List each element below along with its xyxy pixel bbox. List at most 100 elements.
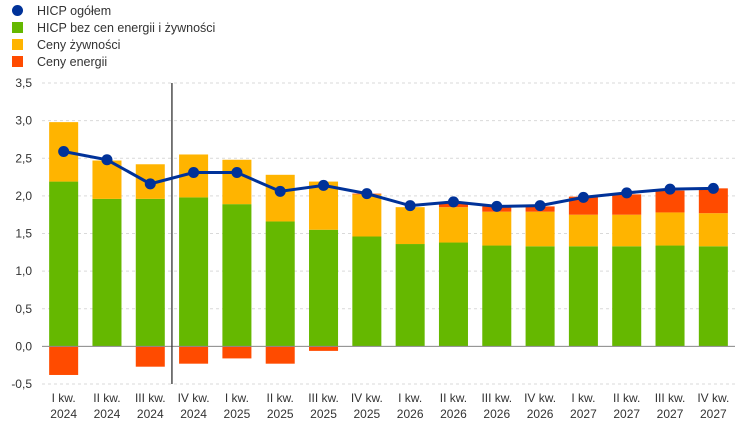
bar bbox=[135, 198, 165, 347]
bar bbox=[655, 212, 685, 246]
bar bbox=[438, 207, 468, 243]
bar bbox=[568, 196, 598, 215]
bar bbox=[482, 211, 512, 246]
bar bbox=[179, 346, 209, 364]
x-tick-year: 2027 bbox=[700, 407, 727, 421]
bar bbox=[698, 213, 728, 247]
bar bbox=[525, 211, 555, 247]
x-tick-year: 2024 bbox=[137, 407, 164, 421]
x-tick-year: 2026 bbox=[440, 407, 467, 421]
x-tick-year: 2024 bbox=[94, 407, 121, 421]
bar bbox=[265, 221, 295, 347]
bar bbox=[482, 245, 512, 347]
bar bbox=[265, 174, 295, 222]
x-tick-year: 2024 bbox=[180, 407, 207, 421]
x-tick-label: I kw. bbox=[225, 391, 249, 405]
legend-item: Ceny energii bbox=[12, 53, 215, 70]
x-tick-label: I kw. bbox=[398, 391, 422, 405]
bar bbox=[265, 346, 295, 364]
y-tick-label: 3,0 bbox=[15, 114, 32, 128]
line-point bbox=[707, 182, 719, 194]
bar bbox=[92, 198, 122, 347]
x-tick-year: 2027 bbox=[613, 407, 640, 421]
bar bbox=[612, 194, 642, 215]
x-tick-year: 2025 bbox=[267, 407, 294, 421]
x-tick-label: III kw. bbox=[135, 391, 166, 405]
x-tick-label: III kw. bbox=[308, 391, 339, 405]
line-point bbox=[58, 145, 70, 157]
line-point bbox=[318, 179, 330, 191]
x-tick-label: I kw. bbox=[571, 391, 595, 405]
y-tick-label: -0,5 bbox=[11, 377, 32, 391]
x-tick-label: IV kw. bbox=[351, 391, 383, 405]
line-point bbox=[274, 185, 286, 197]
legend-swatch bbox=[12, 22, 23, 33]
y-tick-label: 0,5 bbox=[15, 302, 32, 316]
legend-label: Ceny energii bbox=[37, 54, 108, 69]
bar bbox=[438, 242, 468, 347]
y-tick-label: 1,5 bbox=[15, 227, 32, 241]
x-tick-year: 2025 bbox=[353, 407, 380, 421]
x-tick-label: III kw. bbox=[481, 391, 512, 405]
legend-item: HICP bez cen energii i żywności bbox=[12, 19, 215, 36]
bar bbox=[568, 214, 598, 247]
bar bbox=[222, 346, 252, 359]
x-tick-label: I kw. bbox=[52, 391, 76, 405]
line-point bbox=[144, 178, 156, 190]
line-point bbox=[621, 187, 633, 199]
y-tick-label: 3,5 bbox=[15, 76, 32, 90]
y-tick-label: 2,5 bbox=[15, 151, 32, 165]
line-point bbox=[361, 188, 373, 200]
bar bbox=[612, 246, 642, 347]
x-tick-year: 2027 bbox=[657, 407, 684, 421]
y-tick-label: 0,0 bbox=[15, 339, 32, 353]
bar bbox=[49, 346, 79, 375]
bar bbox=[612, 214, 642, 247]
x-tick-year: 2026 bbox=[483, 407, 510, 421]
x-tick-year: 2024 bbox=[50, 407, 77, 421]
legend-label: HICP bez cen energii i żywności bbox=[37, 20, 216, 35]
bar bbox=[309, 346, 339, 351]
y-tick-label: 2,0 bbox=[15, 189, 32, 203]
bar bbox=[655, 190, 685, 213]
x-tick-label: IV kw. bbox=[697, 391, 729, 405]
bar bbox=[222, 204, 252, 347]
bar bbox=[49, 181, 79, 347]
line-series bbox=[63, 150, 714, 208]
legend-item: Ceny żywności bbox=[12, 36, 215, 53]
bar bbox=[698, 246, 728, 347]
bar bbox=[525, 246, 555, 347]
x-tick-label: II kw. bbox=[440, 391, 467, 405]
line-point bbox=[534, 200, 546, 212]
x-tick-year: 2025 bbox=[310, 407, 337, 421]
x-tick-label: II kw. bbox=[613, 391, 640, 405]
bar bbox=[309, 229, 339, 347]
bar bbox=[655, 245, 685, 347]
legend-label: Ceny żywności bbox=[37, 37, 121, 52]
line-point bbox=[404, 200, 416, 212]
x-tick-label: III kw. bbox=[655, 391, 686, 405]
y-tick-label: 1,0 bbox=[15, 264, 32, 278]
legend-item: HICP ogółem bbox=[12, 2, 215, 19]
x-tick-label: II kw. bbox=[93, 391, 120, 405]
bar bbox=[352, 236, 382, 347]
line-point bbox=[447, 196, 459, 208]
bar bbox=[135, 346, 165, 367]
bar bbox=[222, 159, 252, 205]
x-tick-year: 2025 bbox=[224, 407, 251, 421]
x-tick-year: 2026 bbox=[527, 407, 554, 421]
line-point bbox=[491, 200, 503, 212]
legend-swatch bbox=[12, 56, 23, 67]
bar bbox=[179, 197, 209, 347]
x-tick-label: IV kw. bbox=[178, 391, 210, 405]
legend-swatch bbox=[12, 39, 23, 50]
line-point bbox=[101, 154, 113, 166]
legend: HICP ogółem HICP bez cen energii i żywnoś… bbox=[12, 2, 215, 70]
bar bbox=[395, 207, 425, 245]
line-point bbox=[231, 167, 243, 179]
line-point bbox=[664, 183, 676, 195]
x-tick-year: 2026 bbox=[397, 407, 424, 421]
bar bbox=[352, 194, 382, 237]
x-tick-label: II kw. bbox=[267, 391, 294, 405]
